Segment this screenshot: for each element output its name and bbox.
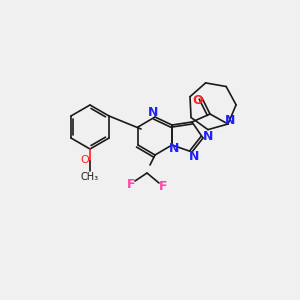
Text: N: N — [189, 149, 199, 163]
Text: F: F — [127, 178, 135, 190]
Text: O: O — [193, 94, 203, 106]
Text: N: N — [225, 115, 235, 128]
Text: N: N — [169, 142, 179, 155]
Text: O: O — [81, 155, 89, 165]
Text: N: N — [148, 106, 158, 119]
Text: F: F — [159, 179, 167, 193]
Text: CH₃: CH₃ — [81, 172, 99, 182]
Text: N: N — [203, 130, 213, 142]
